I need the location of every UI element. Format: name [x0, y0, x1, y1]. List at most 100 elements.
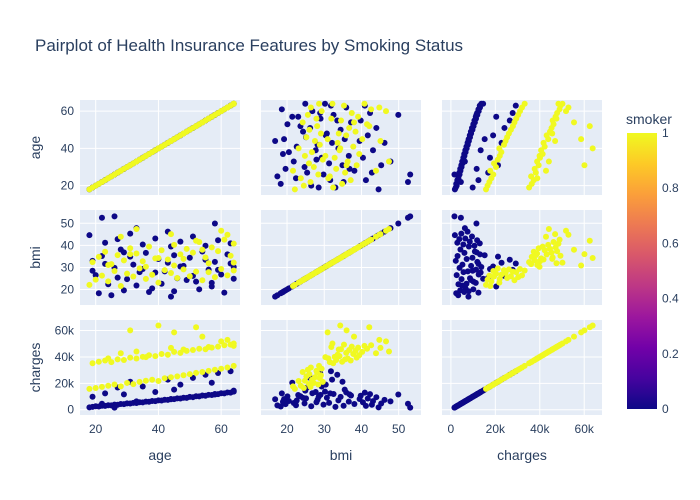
data-point-smoker-1: [496, 377, 503, 384]
data-point-smoker-1: [386, 158, 392, 165]
data-point-smoker-0: [177, 395, 184, 402]
data-point-smoker-0: [171, 252, 178, 259]
data-point-smoker-1: [486, 272, 493, 279]
data-point-smoker-1: [199, 333, 206, 340]
data-point-smoker-0: [152, 398, 159, 405]
data-point-smoker-1: [297, 382, 304, 389]
data-point-smoker-0: [300, 128, 307, 135]
data-point-smoker-0: [89, 393, 96, 400]
data-point-smoker-1: [548, 249, 555, 256]
y-tick-label: 40k: [55, 350, 75, 364]
colorbar-tick-label: 0.6: [662, 236, 679, 250]
data-point-smoker-1: [227, 252, 234, 259]
data-point-smoker-0: [375, 186, 382, 193]
data-point-smoker-1: [127, 251, 134, 258]
data-point-smoker-1: [98, 383, 105, 390]
data-point-smoker-1: [343, 132, 350, 139]
data-point-smoker-0: [279, 151, 286, 158]
data-point-smoker-1: [351, 119, 358, 126]
data-point-smoker-1: [171, 348, 178, 355]
data-point-smoker-0: [285, 149, 292, 156]
data-point-smoker-0: [295, 113, 302, 120]
data-point-smoker-0: [506, 256, 513, 263]
data-point-smoker-1: [124, 270, 131, 277]
data-point-smoker-1: [340, 341, 347, 348]
data-point-smoker-1: [355, 344, 362, 351]
data-point-smoker-0: [139, 399, 146, 406]
data-point-smoker-0: [490, 263, 497, 270]
data-point-smoker-1: [491, 273, 497, 280]
data-point-smoker-1: [167, 231, 174, 238]
data-point-smoker-1: [552, 137, 559, 144]
data-point-smoker-0: [139, 241, 146, 248]
y-axis-title-age: age: [27, 136, 43, 160]
data-point-smoker-0: [120, 401, 127, 408]
data-point-smoker-1: [205, 344, 212, 351]
data-point-smoker-1: [290, 383, 296, 390]
data-point-smoker-1: [328, 115, 335, 122]
data-point-smoker-0: [152, 389, 159, 396]
data-point-smoker-0: [320, 401, 327, 408]
data-point-smoker-0: [460, 241, 467, 248]
data-point-smoker-0: [346, 391, 353, 398]
data-point-smoker-1: [329, 259, 336, 266]
data-point-smoker-1: [117, 233, 124, 240]
data-point-smoker-0: [320, 171, 327, 178]
data-point-smoker-1: [313, 115, 320, 122]
points-group: [451, 213, 596, 300]
data-point-smoker-1: [199, 368, 206, 375]
data-point-smoker-1: [174, 373, 181, 380]
points-group: [86, 213, 237, 300]
y-axis-title-bmi: bmi: [27, 246, 43, 269]
data-point-smoker-1: [142, 354, 149, 361]
data-point-smoker-0: [345, 152, 352, 159]
data-point-smoker-0: [300, 394, 307, 401]
data-point-smoker-0: [373, 124, 380, 131]
data-point-smoker-1: [105, 278, 112, 285]
data-point-smoker-1: [571, 333, 577, 340]
data-point-smoker-0: [473, 220, 480, 227]
data-point-smoker-1: [559, 100, 566, 107]
x-tick-label: 20: [89, 422, 103, 436]
data-point-smoker-0: [284, 393, 291, 400]
data-point-smoker-0: [211, 391, 218, 398]
data-point-smoker-0: [370, 147, 376, 154]
data-point-smoker-1: [307, 178, 314, 185]
data-point-smoker-0: [461, 225, 468, 232]
data-point-smoker-1: [205, 115, 212, 122]
points-group: [272, 100, 414, 193]
data-point-smoker-0: [359, 154, 366, 161]
data-point-smoker-0: [462, 235, 469, 242]
data-point-smoker-1: [120, 356, 127, 363]
data-point-smoker-1: [155, 145, 162, 152]
data-point-smoker-1: [521, 100, 528, 107]
data-point-smoker-1: [98, 272, 105, 279]
data-point-smoker-1: [149, 376, 156, 383]
data-point-smoker-1: [180, 372, 187, 379]
data-point-smoker-1: [383, 227, 390, 234]
data-point-smoker-1: [224, 231, 231, 238]
y-tick-label: 0: [67, 403, 74, 417]
data-point-smoker-1: [120, 257, 127, 264]
data-point-smoker-1: [291, 186, 298, 193]
data-point-smoker-1: [127, 327, 134, 334]
data-point-smoker-0: [451, 404, 458, 411]
y-axis-title-charges: charges: [27, 343, 43, 393]
data-point-smoker-0: [509, 110, 516, 117]
y-tick-label: 20: [61, 283, 75, 297]
data-point-smoker-1: [186, 273, 193, 280]
data-point-smoker-1: [335, 346, 342, 353]
data-point-smoker-1: [316, 141, 323, 148]
data-point-smoker-0: [177, 238, 184, 245]
data-point-smoker-0: [362, 177, 369, 184]
data-point-smoker-1: [89, 360, 96, 367]
data-point-smoker-0: [367, 391, 374, 398]
data-point-smoker-0: [292, 175, 299, 182]
data-point-smoker-0: [404, 178, 411, 185]
data-point-smoker-0: [133, 282, 140, 289]
data-point-smoker-0: [120, 249, 127, 256]
data-point-smoker-1: [329, 340, 336, 347]
data-point-smoker-1: [199, 277, 206, 284]
data-point-smoker-0: [452, 257, 459, 264]
